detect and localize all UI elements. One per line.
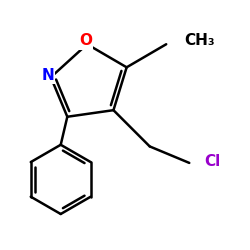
Text: Cl: Cl [204,154,220,169]
Text: N: N [41,68,54,83]
Text: O: O [79,34,92,48]
Text: CH₃: CH₃ [184,33,215,48]
